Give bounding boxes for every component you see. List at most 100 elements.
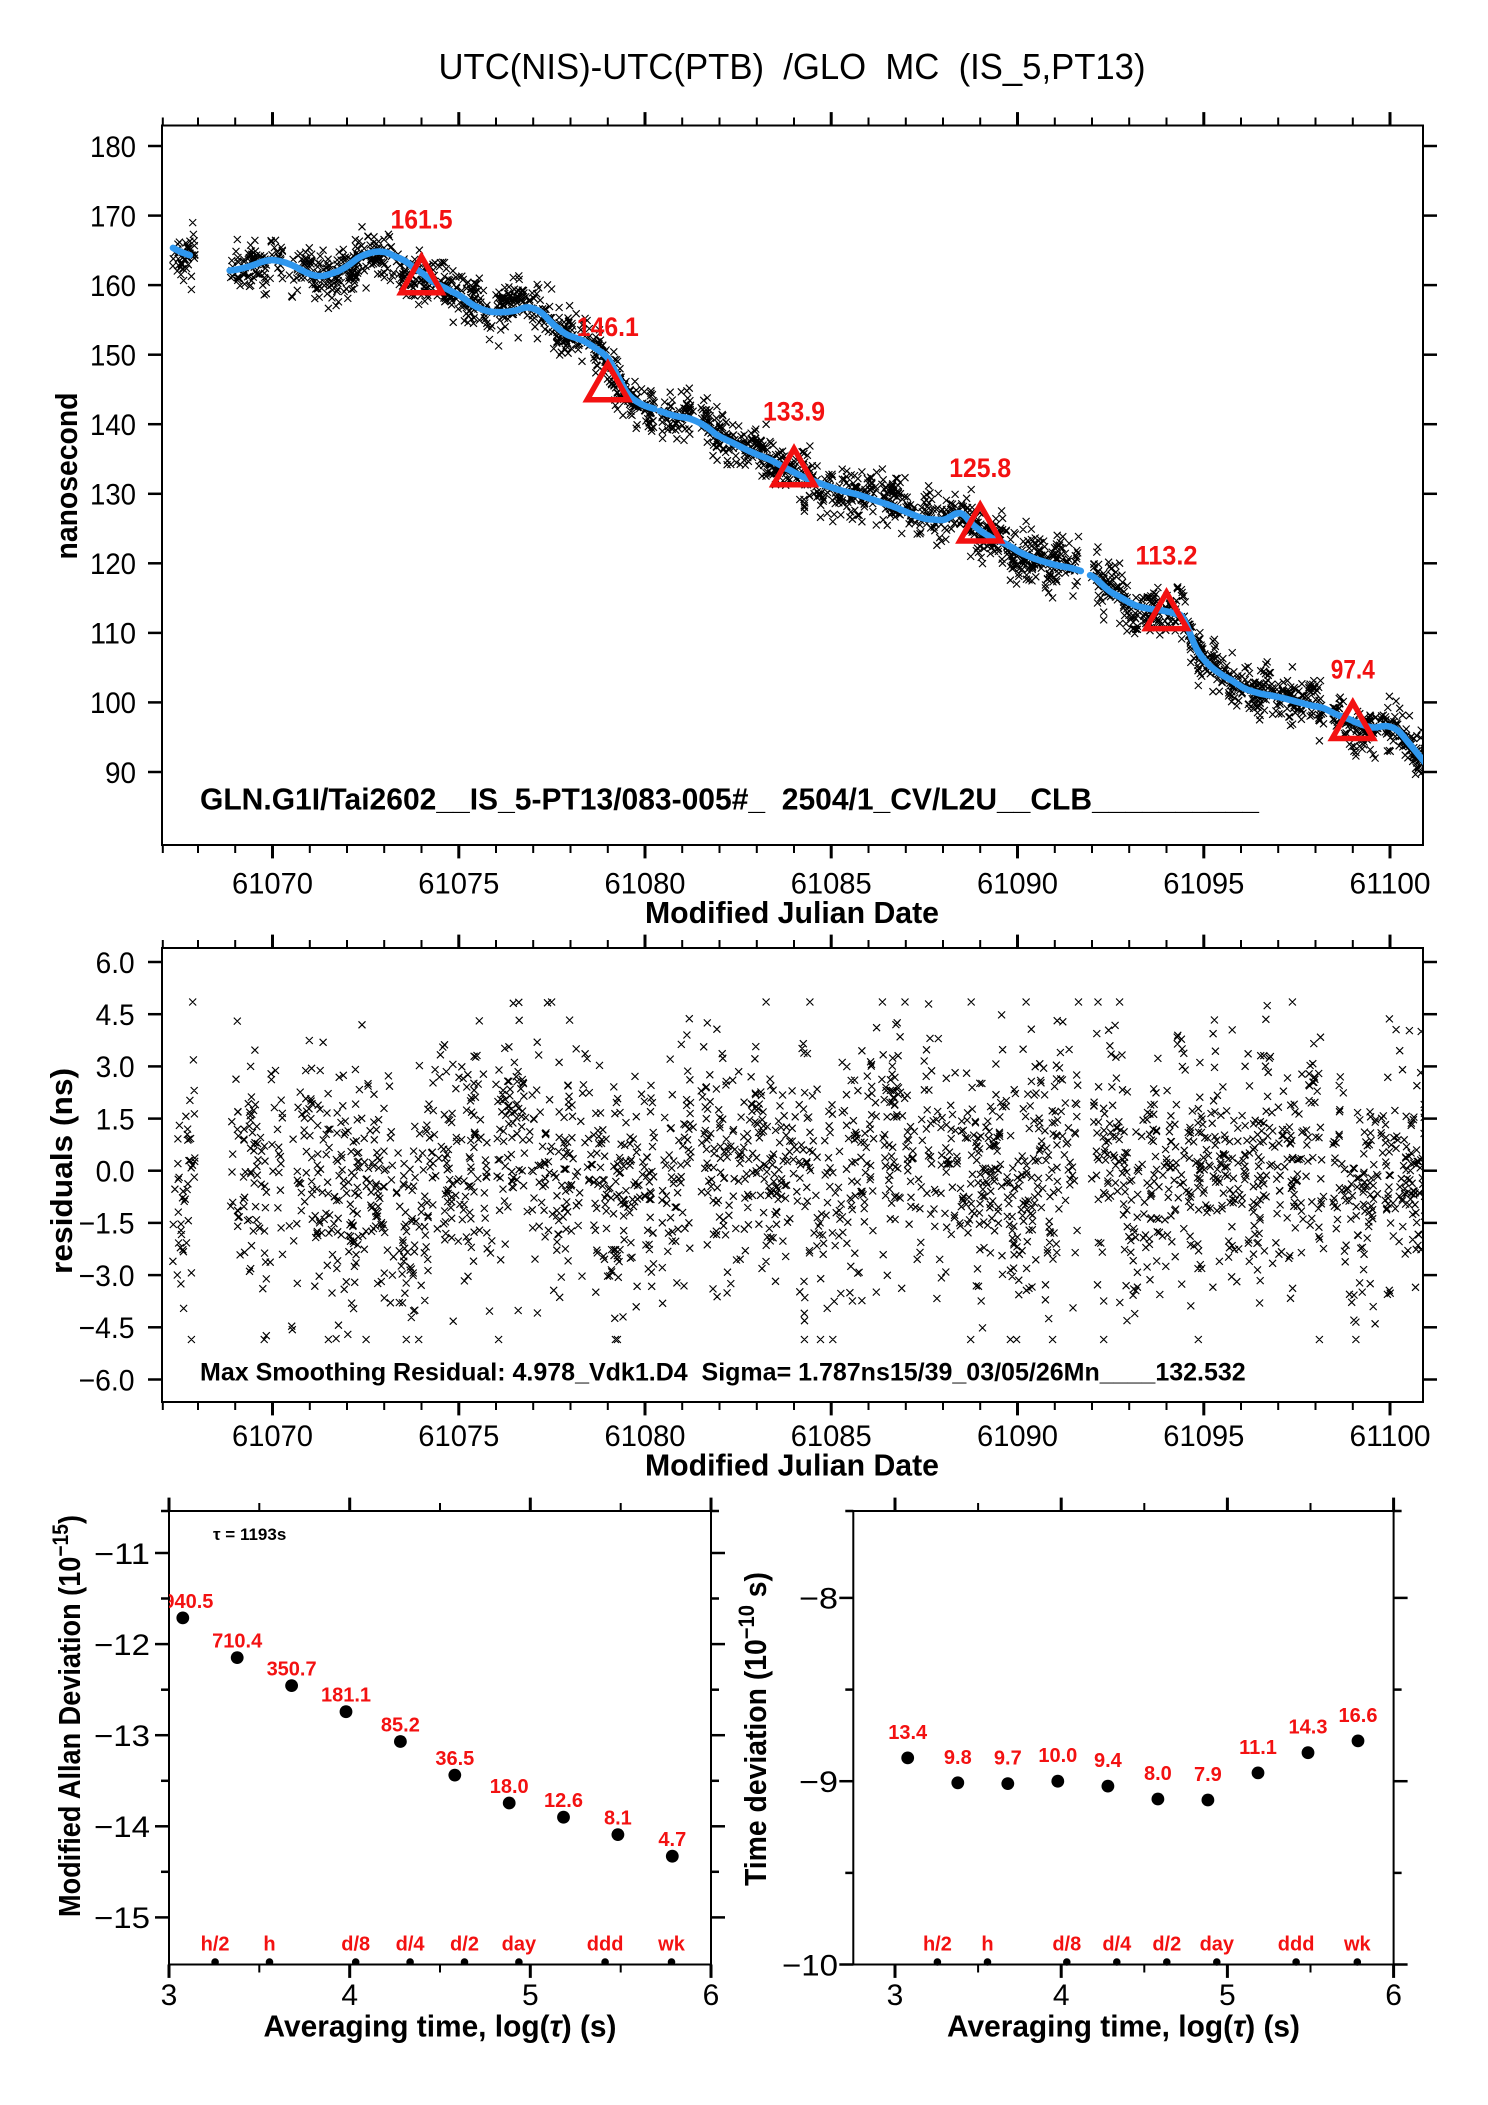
svg-text:9.7: 9.7: [994, 1748, 1022, 1770]
svg-text:181.1: 181.1: [321, 1685, 371, 1707]
svg-text:61085: 61085: [791, 1420, 872, 1453]
svg-text:−3.0: −3.0: [79, 1260, 135, 1293]
svg-text:9.8: 9.8: [944, 1747, 972, 1769]
svg-text:61095: 61095: [1163, 868, 1244, 901]
svg-text:Modified Allan Deviation (10−1: Modified Allan Deviation (10−15): [48, 1515, 87, 1917]
svg-text:61080: 61080: [605, 868, 686, 901]
svg-text:61100: 61100: [1350, 1420, 1431, 1453]
svg-text:−11: −11: [94, 1538, 150, 1571]
svg-text:d/2: d/2: [1152, 1933, 1181, 1955]
svg-text:3: 3: [161, 1979, 178, 2012]
svg-text:61075: 61075: [418, 1420, 499, 1453]
svg-text:wk: wk: [657, 1933, 686, 1955]
svg-text:Max Smoothing Residual: 4.978_: Max Smoothing Residual: 4.978_Vdk1.D4 Si…: [200, 1359, 1246, 1387]
svg-text:d/4: d/4: [1102, 1933, 1132, 1955]
svg-text:161.5: 161.5: [391, 205, 453, 235]
svg-text:61075: 61075: [418, 868, 499, 901]
svg-text:160: 160: [90, 270, 136, 303]
svg-text:61080: 61080: [605, 1420, 686, 1453]
svg-text:nanosecond: nanosecond: [49, 393, 84, 560]
svg-text:h/2: h/2: [923, 1933, 952, 1955]
svg-text:ddd: ddd: [1278, 1933, 1315, 1955]
svg-text:8.1: 8.1: [604, 1808, 632, 1830]
svg-text:14.3: 14.3: [1289, 1717, 1328, 1739]
svg-text:4: 4: [1053, 1979, 1070, 2012]
svg-text:τ = 1193s: τ = 1193s: [213, 1525, 286, 1544]
svg-text:9.4: 9.4: [1094, 1750, 1123, 1772]
svg-text:−10: −10: [782, 1949, 838, 1982]
svg-text:0.0: 0.0: [96, 1156, 135, 1189]
svg-text:710.4: 710.4: [212, 1631, 263, 1653]
svg-text:16.6: 16.6: [1339, 1705, 1378, 1727]
svg-text:133.9: 133.9: [763, 397, 825, 427]
svg-text:Averaging time, log(τ) (s): Averaging time, log(τ) (s): [947, 2009, 1300, 2044]
svg-text:120: 120: [90, 548, 136, 581]
svg-text:day: day: [1200, 1933, 1235, 1955]
svg-text:h: h: [263, 1933, 275, 1955]
svg-text:−14: −14: [94, 1811, 150, 1844]
svg-text:UTC(NIS)-UTC(PTB) /GLO MC (: UTC(NIS)-UTC(PTB) /GLO MC (IS_5,PT13): [439, 46, 1146, 87]
svg-text:8.0: 8.0: [1144, 1763, 1172, 1785]
svg-text:100: 100: [90, 687, 136, 720]
svg-text:−8: −8: [799, 1583, 838, 1616]
svg-text:61070: 61070: [232, 868, 313, 901]
svg-text:7.9: 7.9: [1194, 1764, 1222, 1786]
svg-text:h: h: [981, 1933, 993, 1955]
svg-text:3: 3: [887, 1979, 904, 2012]
svg-text:125.8: 125.8: [949, 453, 1011, 483]
svg-text:61095: 61095: [1163, 1420, 1244, 1453]
svg-text:61090: 61090: [977, 868, 1058, 901]
svg-text:d/2: d/2: [450, 1933, 479, 1955]
svg-text:11.1: 11.1: [1239, 1737, 1277, 1759]
svg-text:61090: 61090: [977, 1420, 1058, 1453]
svg-text:Modified Julian Date: Modified Julian Date: [645, 895, 939, 930]
svg-text:6: 6: [703, 1979, 720, 2012]
svg-text:130: 130: [90, 479, 136, 512]
svg-text:6.0: 6.0: [96, 947, 135, 980]
svg-text:ddd: ddd: [587, 1933, 624, 1955]
svg-text:150: 150: [90, 340, 136, 373]
svg-text:140: 140: [90, 409, 136, 442]
svg-text:residuals (ns): residuals (ns): [44, 1068, 79, 1274]
svg-text:3.0: 3.0: [96, 1051, 135, 1084]
svg-text:4: 4: [341, 1979, 358, 2012]
svg-text:61100: 61100: [1350, 868, 1431, 901]
svg-text:350.7: 350.7: [267, 1659, 317, 1681]
svg-text:61085: 61085: [791, 868, 872, 901]
svg-text:−1.5: −1.5: [79, 1208, 135, 1241]
svg-text:4.7: 4.7: [658, 1829, 686, 1851]
svg-text:36.5: 36.5: [435, 1748, 474, 1770]
svg-text:13.4: 13.4: [888, 1722, 928, 1744]
svg-text:90: 90: [105, 757, 136, 790]
svg-text:1940.5: 1940.5: [152, 1591, 213, 1613]
svg-text:110: 110: [90, 618, 136, 651]
svg-text:−13: −13: [94, 1720, 150, 1753]
svg-text:180: 180: [90, 131, 136, 164]
svg-text:12.6: 12.6: [544, 1790, 583, 1812]
svg-text:d/8: d/8: [341, 1933, 370, 1955]
svg-text:wk: wk: [1343, 1933, 1372, 1955]
svg-text:113.2: 113.2: [1136, 541, 1198, 571]
svg-text:18.0: 18.0: [490, 1776, 529, 1798]
svg-text:6: 6: [1385, 1979, 1402, 2012]
svg-text:−15: −15: [94, 1902, 150, 1935]
svg-text:61070: 61070: [232, 1420, 313, 1453]
svg-text:d/8: d/8: [1052, 1933, 1081, 1955]
svg-text:−9: −9: [799, 1766, 838, 1799]
svg-text:85.2: 85.2: [381, 1715, 420, 1737]
svg-text:day: day: [502, 1933, 537, 1955]
svg-text:97.4: 97.4: [1331, 655, 1375, 685]
svg-text:5: 5: [1219, 1979, 1236, 2012]
svg-text:170: 170: [90, 200, 136, 233]
svg-text:Modified Julian Date: Modified Julian Date: [645, 1448, 939, 1483]
svg-text:h/2: h/2: [201, 1933, 230, 1955]
svg-text:146.1: 146.1: [577, 312, 639, 342]
svg-text:−6.0: −6.0: [79, 1364, 135, 1397]
svg-text:5: 5: [522, 1979, 539, 2012]
svg-text:4.5: 4.5: [96, 999, 135, 1032]
svg-text:GLN.G1I/Tai2602__IS_5-PT13/083: GLN.G1I/Tai2602__IS_5-PT13/083-005#_ 250…: [200, 782, 1260, 817]
svg-text:−4.5: −4.5: [79, 1312, 135, 1345]
svg-text:Averaging time, log(τ) (s): Averaging time, log(τ) (s): [264, 2009, 617, 2044]
svg-text:−12: −12: [94, 1629, 150, 1662]
svg-text:1.5: 1.5: [96, 1103, 135, 1136]
